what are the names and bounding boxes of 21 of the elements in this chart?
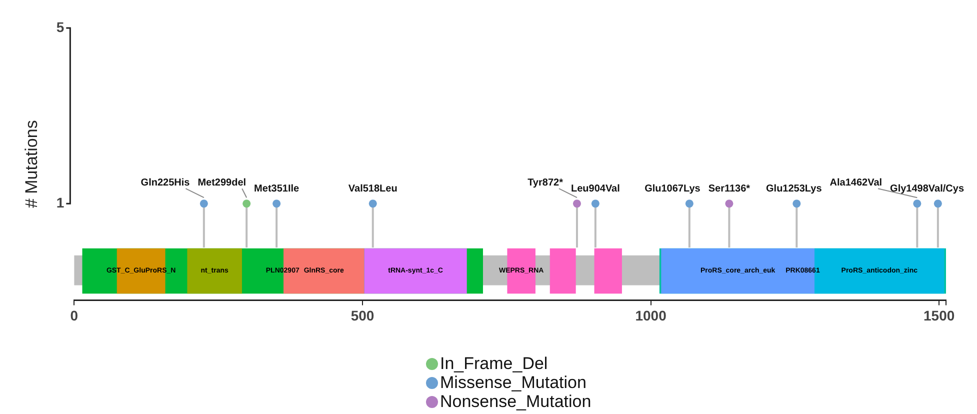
legend-label: Nonsense_Mutation — [440, 392, 592, 411]
annotation: Ala1462Val — [830, 177, 882, 188]
y-tick-label: 1 — [56, 194, 64, 210]
annotation: Val518Leu — [348, 183, 398, 194]
x-tick-label: 1500 — [924, 307, 955, 324]
annotation: Glu1253Lys — [766, 183, 822, 194]
annotation: Gly1498Val/Cys — [890, 183, 964, 194]
x-tick-label: 500 — [350, 307, 374, 324]
annotation: Tyr872* — [528, 177, 564, 188]
legend-label: In_Frame_Del — [440, 354, 548, 373]
annotation: Gln225His — [140, 177, 190, 188]
y-tick-label: 5 — [56, 18, 64, 35]
y-axis-title: # Mutations — [22, 120, 41, 208]
annotation: Met351Ile — [254, 183, 300, 194]
annotation: Glu1067Lys — [644, 183, 701, 194]
x-tick-label: 1000 — [635, 307, 667, 324]
annotation: Leu904Val — [570, 183, 620, 194]
x-tick-label: 0 — [70, 307, 78, 324]
legend-label: Missense_Mutation — [440, 373, 586, 392]
annotation: Ser1136* — [708, 183, 750, 194]
annotation: Met299del — [198, 177, 246, 188]
